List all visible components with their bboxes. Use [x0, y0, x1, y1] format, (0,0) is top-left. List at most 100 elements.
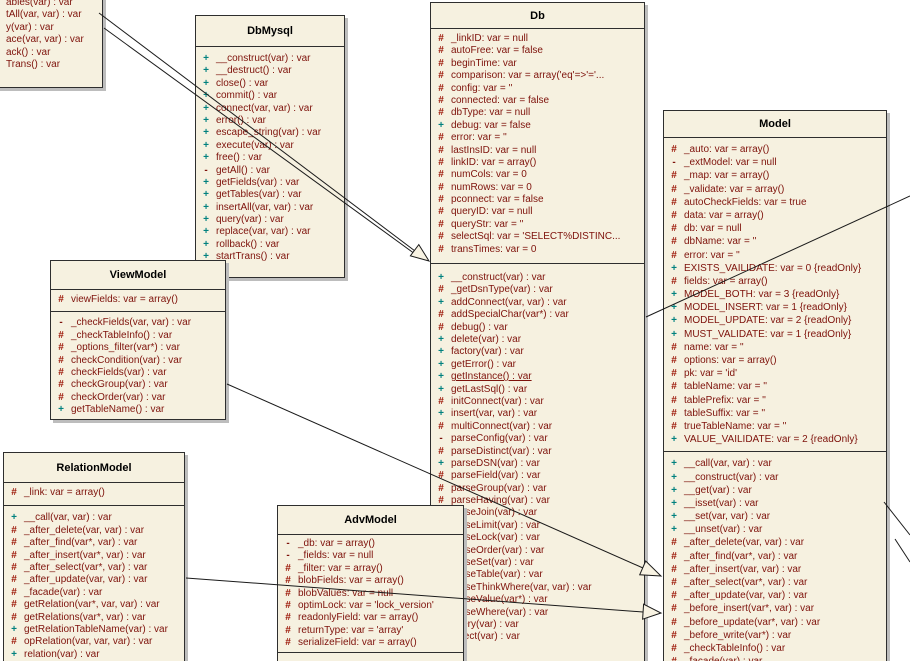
member-row[interactable]: + __set(var, var) : var	[664, 510, 886, 523]
member-row[interactable]: # viewFields: var = array()	[51, 294, 225, 306]
member-row[interactable]: + getFields(var) : var	[196, 177, 344, 189]
member-row[interactable]: + __construct(var) : var	[431, 272, 644, 284]
member-row[interactable]: + close() : var	[196, 78, 344, 90]
member-row[interactable]: # _checkTableInfo() : var	[51, 330, 225, 342]
member-row[interactable]: + getInstance() : var	[431, 371, 644, 383]
member-row[interactable]: # blobValues: var = null	[278, 588, 463, 600]
member-row[interactable]: # db: var = null	[664, 222, 886, 235]
member-row[interactable]: # initConnect(var) : var	[431, 396, 644, 408]
member-row[interactable]: # _options_filter(var*) : var	[51, 342, 225, 354]
member-row[interactable]: # _checkTableInfo() : var	[664, 642, 886, 655]
member-row[interactable]: # pk: var = 'id'	[664, 367, 886, 380]
member-row[interactable]: # debug() : var	[431, 322, 644, 334]
member-row[interactable]: # tableName: var = ''	[664, 380, 886, 393]
member-row[interactable]: # linkID: var = array()	[431, 157, 644, 169]
member-row[interactable]: # blobFields: var = array()	[278, 575, 463, 587]
member-row[interactable]: - _fields: var = null	[278, 550, 463, 562]
member-row[interactable]: - parseConfig(var) : var	[431, 433, 644, 445]
member-row[interactable]: # _after_delete(var, var) : var	[4, 525, 184, 537]
member-row[interactable]: # dbName: var = ''	[664, 235, 886, 248]
member-row[interactable]: + getError() : var	[431, 359, 644, 371]
member-row[interactable]: # lastInsID: var = null	[431, 145, 644, 157]
member-row[interactable]: # options: var = array()	[664, 354, 886, 367]
member-row[interactable]: # _link: var = array()	[4, 487, 184, 499]
member-row[interactable]: # tablePrefix: var = ''	[664, 394, 886, 407]
member-row[interactable]: # config: var = ''	[431, 83, 644, 95]
member-row[interactable]: ace(var, var) : var	[2, 34, 102, 46]
member-row[interactable]: # parseGroup(var) : var	[431, 483, 644, 495]
member-row[interactable]: # _validate: var = array()	[664, 183, 886, 196]
member-row[interactable]: # _after_update(var, var) : var	[4, 574, 184, 586]
member-row[interactable]: # transTimes: var = 0	[431, 244, 644, 256]
member-row[interactable]: # checkOrder(var) : var	[51, 392, 225, 404]
member-row[interactable]: # _after_select(var*, var) : var	[664, 576, 886, 589]
member-row[interactable]: - _db: var = array()	[278, 538, 463, 550]
member-row[interactable]: Trans() : var	[2, 59, 102, 71]
member-row[interactable]: + startTrans() : var	[196, 251, 344, 263]
member-row[interactable]: # connected: var = false	[431, 95, 644, 107]
class-box-relationmodel[interactable]: RelationModel # _link: var = array() + __c…	[3, 452, 185, 661]
member-row[interactable]: # returnType: var = 'array'	[278, 625, 463, 637]
member-row[interactable]: # _before_update(var*, var) : var	[664, 616, 886, 629]
member-row[interactable]: + getTables(var) : var	[196, 189, 344, 201]
member-row[interactable]: + commit() : var	[196, 90, 344, 102]
member-row[interactable]: + execute(var) : var	[196, 140, 344, 152]
member-row[interactable]: + error() : var	[196, 115, 344, 127]
member-row[interactable]: + connect(var, var) : var	[196, 103, 344, 115]
member-row[interactable]: # beginTime: var	[431, 58, 644, 70]
member-row[interactable]: + getLastSql() : var	[431, 384, 644, 396]
member-row[interactable]: + free() : var	[196, 152, 344, 164]
member-row[interactable]: + EXISTS_VAILIDATE: var = 0 {readOnly}	[664, 262, 886, 275]
member-row[interactable]: ables(var) : var	[2, 0, 102, 9]
member-row[interactable]: # multiConnect(var) : var	[431, 421, 644, 433]
member-row[interactable]: tAll(var, var) : var	[2, 9, 102, 21]
member-row[interactable]: + parseDSN(var) : var	[431, 458, 644, 470]
member-row[interactable]: # optimLock: var = 'lock_version'	[278, 600, 463, 612]
member-row[interactable]: # parseDistinct(var) : var	[431, 446, 644, 458]
connector-offcanvas-bottom-right-a[interactable]	[883, 501, 910, 536]
member-row[interactable]: + insertAll(var, var) : var	[196, 202, 344, 214]
member-row[interactable]: # fields: var = array()	[664, 275, 886, 288]
member-row[interactable]: + query(var) : var	[196, 214, 344, 226]
member-row[interactable]: # _filter: var = array()	[278, 563, 463, 575]
member-row[interactable]: + addConnect(var, var) : var	[431, 297, 644, 309]
member-row[interactable]: + factory(var) : var	[431, 346, 644, 358]
member-row[interactable]: # _after_select(var*, var) : var	[4, 562, 184, 574]
member-row[interactable]: # readonlyField: var = array()	[278, 612, 463, 624]
member-row[interactable]: # getRelations(var*, var) : var	[4, 612, 184, 624]
member-row[interactable]: # numCols: var = 0	[431, 169, 644, 181]
member-row[interactable]: + MODEL_BOTH: var = 3 {readOnly}	[664, 288, 886, 301]
member-row[interactable]: # checkCondition(var) : var	[51, 355, 225, 367]
member-row[interactable]: # autoFree: var = false	[431, 45, 644, 57]
member-row[interactable]: + __destruct() : var	[196, 65, 344, 77]
member-row[interactable]: # getRelation(var*, var, var) : var	[4, 599, 184, 611]
member-row[interactable]: # _before_insert(var*, var) : var	[664, 602, 886, 615]
member-row[interactable]: # trueTableName: var = ''	[664, 420, 886, 433]
member-row[interactable]: # _after_delete(var, var) : var	[664, 536, 886, 549]
member-row[interactable]: # opRelation(var, var, var) : var	[4, 636, 184, 648]
member-row[interactable]: + relation(var) : var	[4, 649, 184, 661]
member-row[interactable]: # queryID: var = null	[431, 206, 644, 218]
member-row[interactable]: # _getDsnType(var) : var	[431, 284, 644, 296]
member-row[interactable]: ack() : var	[2, 47, 102, 59]
member-row[interactable]: # autoCheckFields: var = true	[664, 196, 886, 209]
member-row[interactable]: # _after_find(var*, var) : var	[4, 537, 184, 549]
member-row[interactable]: # selectSql: var = 'SELECT%DISTINC...	[431, 231, 644, 243]
member-row[interactable]: + getTableName() : var	[51, 404, 225, 416]
member-row[interactable]: # _after_insert(var*, var) : var	[4, 550, 184, 562]
member-row[interactable]: # error: var = ''	[431, 132, 644, 144]
member-row[interactable]: # _facade(var) : var	[4, 587, 184, 599]
member-row[interactable]: # comparison: var = array('eq'=>'='...	[431, 70, 644, 82]
member-row[interactable]: # name: var = ''	[664, 341, 886, 354]
member-row[interactable]: # _auto: var = array()	[664, 143, 886, 156]
member-row[interactable]: # _linkID: var = null	[431, 33, 644, 45]
member-row[interactable]: # checkFields(var) : var	[51, 367, 225, 379]
member-row[interactable]: # serializeField: var = array()	[278, 637, 463, 649]
member-row[interactable]: # pconnect: var = false	[431, 194, 644, 206]
class-box-advmodel[interactable]: AdvModel - _db: var = array() - _fields: va…	[277, 505, 464, 661]
member-row[interactable]: # error: var = ''	[664, 249, 886, 262]
member-row[interactable]: # numRows: var = 0	[431, 182, 644, 194]
member-row[interactable]: # _map: var = array()	[664, 169, 886, 182]
member-row[interactable]: + MODEL_INSERT: var = 1 {readOnly}	[664, 301, 886, 314]
